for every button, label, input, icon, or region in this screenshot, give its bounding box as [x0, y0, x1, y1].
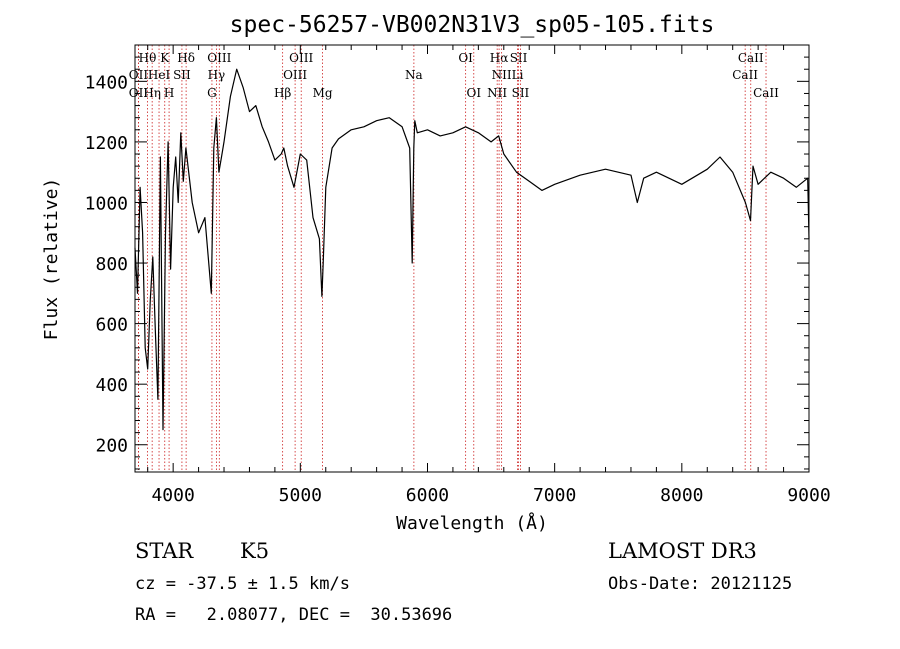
line-label-24: SII [512, 86, 530, 100]
spectrum-series [134, 68, 810, 431]
y-axis: 200 400 600 800 1000 1200 1400 [85, 56, 809, 470]
line-label-27: CaII [753, 86, 779, 100]
line-label-0: Hθ [139, 51, 157, 65]
y-tick-label-5: 1200 [85, 133, 128, 154]
line-label-8: H [164, 86, 174, 100]
redshift-text: cz = -37.5 ± 1.5 km/s [135, 574, 350, 594]
line-label-23: NII [487, 86, 507, 100]
line-label-3: K [160, 51, 170, 65]
y-tick-label-1: 400 [95, 375, 128, 396]
x-tick-label-2: 6000 [406, 485, 449, 506]
object-class: STAR [135, 539, 194, 563]
line-label-18: OI [466, 86, 481, 100]
line-label-16: Na [405, 68, 423, 82]
line-label-9: OIII [207, 51, 231, 65]
y-tick-label-3: 800 [95, 254, 128, 275]
survey-name: LAMOST DR3 [608, 539, 757, 563]
x-tick-label-1: 5000 [279, 485, 322, 506]
line-label-15: Mg [313, 86, 333, 100]
x-axis: 4000 5000 6000 7000 8000 9000 [147, 45, 831, 506]
line-label-5: Hη [143, 86, 161, 100]
line-label-6: Hδ [177, 51, 195, 65]
line-label-11: G [207, 86, 217, 100]
x-tick-label-5: 9000 [787, 485, 830, 506]
line-label-4: HeI [148, 68, 171, 82]
x-tick-label-0: 4000 [151, 485, 194, 506]
chart-title: spec-56257-VB002N31V3_sp05-105.fits [230, 12, 715, 38]
y-axis-label: Flux (relative) [41, 178, 62, 341]
x-axis-label: Wavelength (Å) [396, 512, 548, 534]
line-label-17: OI [458, 51, 473, 65]
x-tick-label-3: 7000 [533, 485, 576, 506]
line-label-1: OII [129, 68, 149, 82]
line-label-19: Hα [490, 51, 509, 65]
line-label-13: OIII [283, 68, 307, 82]
coordinates-text: RA = 2.08077, DEC = 30.53696 [135, 605, 452, 625]
observation-date: Obs-Date: 20121125 [608, 574, 792, 594]
y-tick-label-2: 600 [95, 315, 128, 336]
line-label-20: SII [510, 51, 528, 65]
y-tick-label-4: 1000 [85, 193, 128, 214]
line-label-12: OIII [289, 51, 313, 65]
y-tick-label-6: 1400 [85, 72, 128, 93]
y-tick-label-0: 200 [95, 436, 128, 457]
line-label-10: Hγ [208, 68, 226, 82]
line-label-26: CaII [732, 68, 758, 82]
line-label-25: CaII [738, 51, 764, 65]
line-label-7: SII [173, 68, 191, 82]
line-label-21: NII [492, 68, 512, 82]
x-tick-label-4: 8000 [660, 485, 703, 506]
line-label-22: Li [512, 68, 524, 82]
object-subclass: K5 [240, 539, 269, 563]
spectrum-line [134, 68, 810, 431]
line-label-14: Hβ [274, 86, 291, 100]
plot-frame [134, 44, 810, 473]
